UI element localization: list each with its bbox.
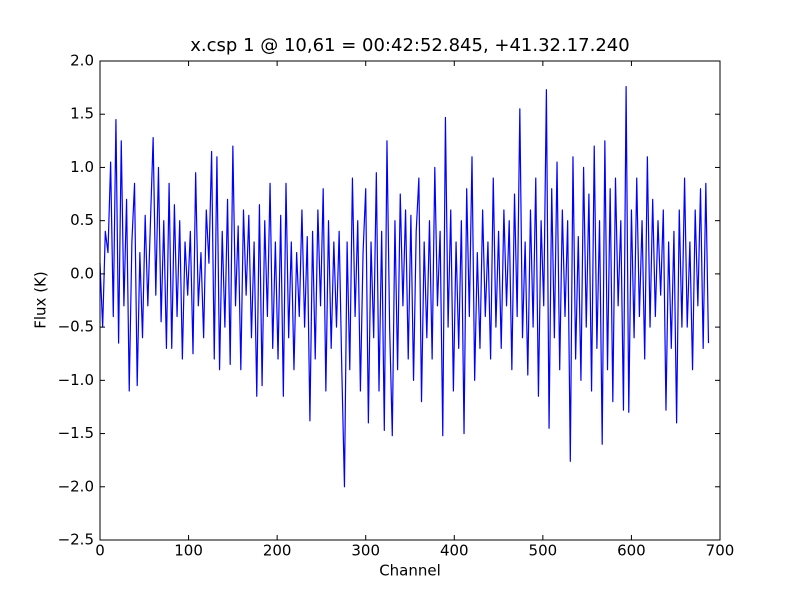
y-tick-label: −2.0 xyxy=(58,477,94,495)
y-axis-label: Flux (K) xyxy=(32,271,50,329)
x-tick-label: 300 xyxy=(351,542,380,560)
y-tick-label: −0.5 xyxy=(58,318,94,336)
y-tick-label: 0.0 xyxy=(70,264,94,282)
x-tick-label: 500 xyxy=(529,542,558,560)
x-tick-label: 200 xyxy=(263,542,292,560)
y-tick-label: −2.5 xyxy=(58,531,94,549)
x-tick-label: 0 xyxy=(95,542,105,560)
y-tick-label: 2.0 xyxy=(70,52,94,70)
x-tick-label: 400 xyxy=(440,542,469,560)
y-tick-label: 1.5 xyxy=(70,105,94,123)
chart-title: x.csp 1 @ 10,61 = 00:42:52.845, +41.32.1… xyxy=(190,35,629,56)
x-tick-label: 600 xyxy=(617,542,646,560)
y-tick-label: 0.5 xyxy=(70,211,94,229)
x-tick-label: 100 xyxy=(174,542,203,560)
x-axis-label: Channel xyxy=(379,562,441,580)
y-tick-label: 1.0 xyxy=(70,158,94,176)
x-tick-label: 700 xyxy=(706,542,735,560)
data-line xyxy=(99,85,710,488)
plot-frame xyxy=(99,60,721,541)
y-tick-label: −1.5 xyxy=(58,424,94,442)
y-tick-label: −1.0 xyxy=(58,371,94,389)
